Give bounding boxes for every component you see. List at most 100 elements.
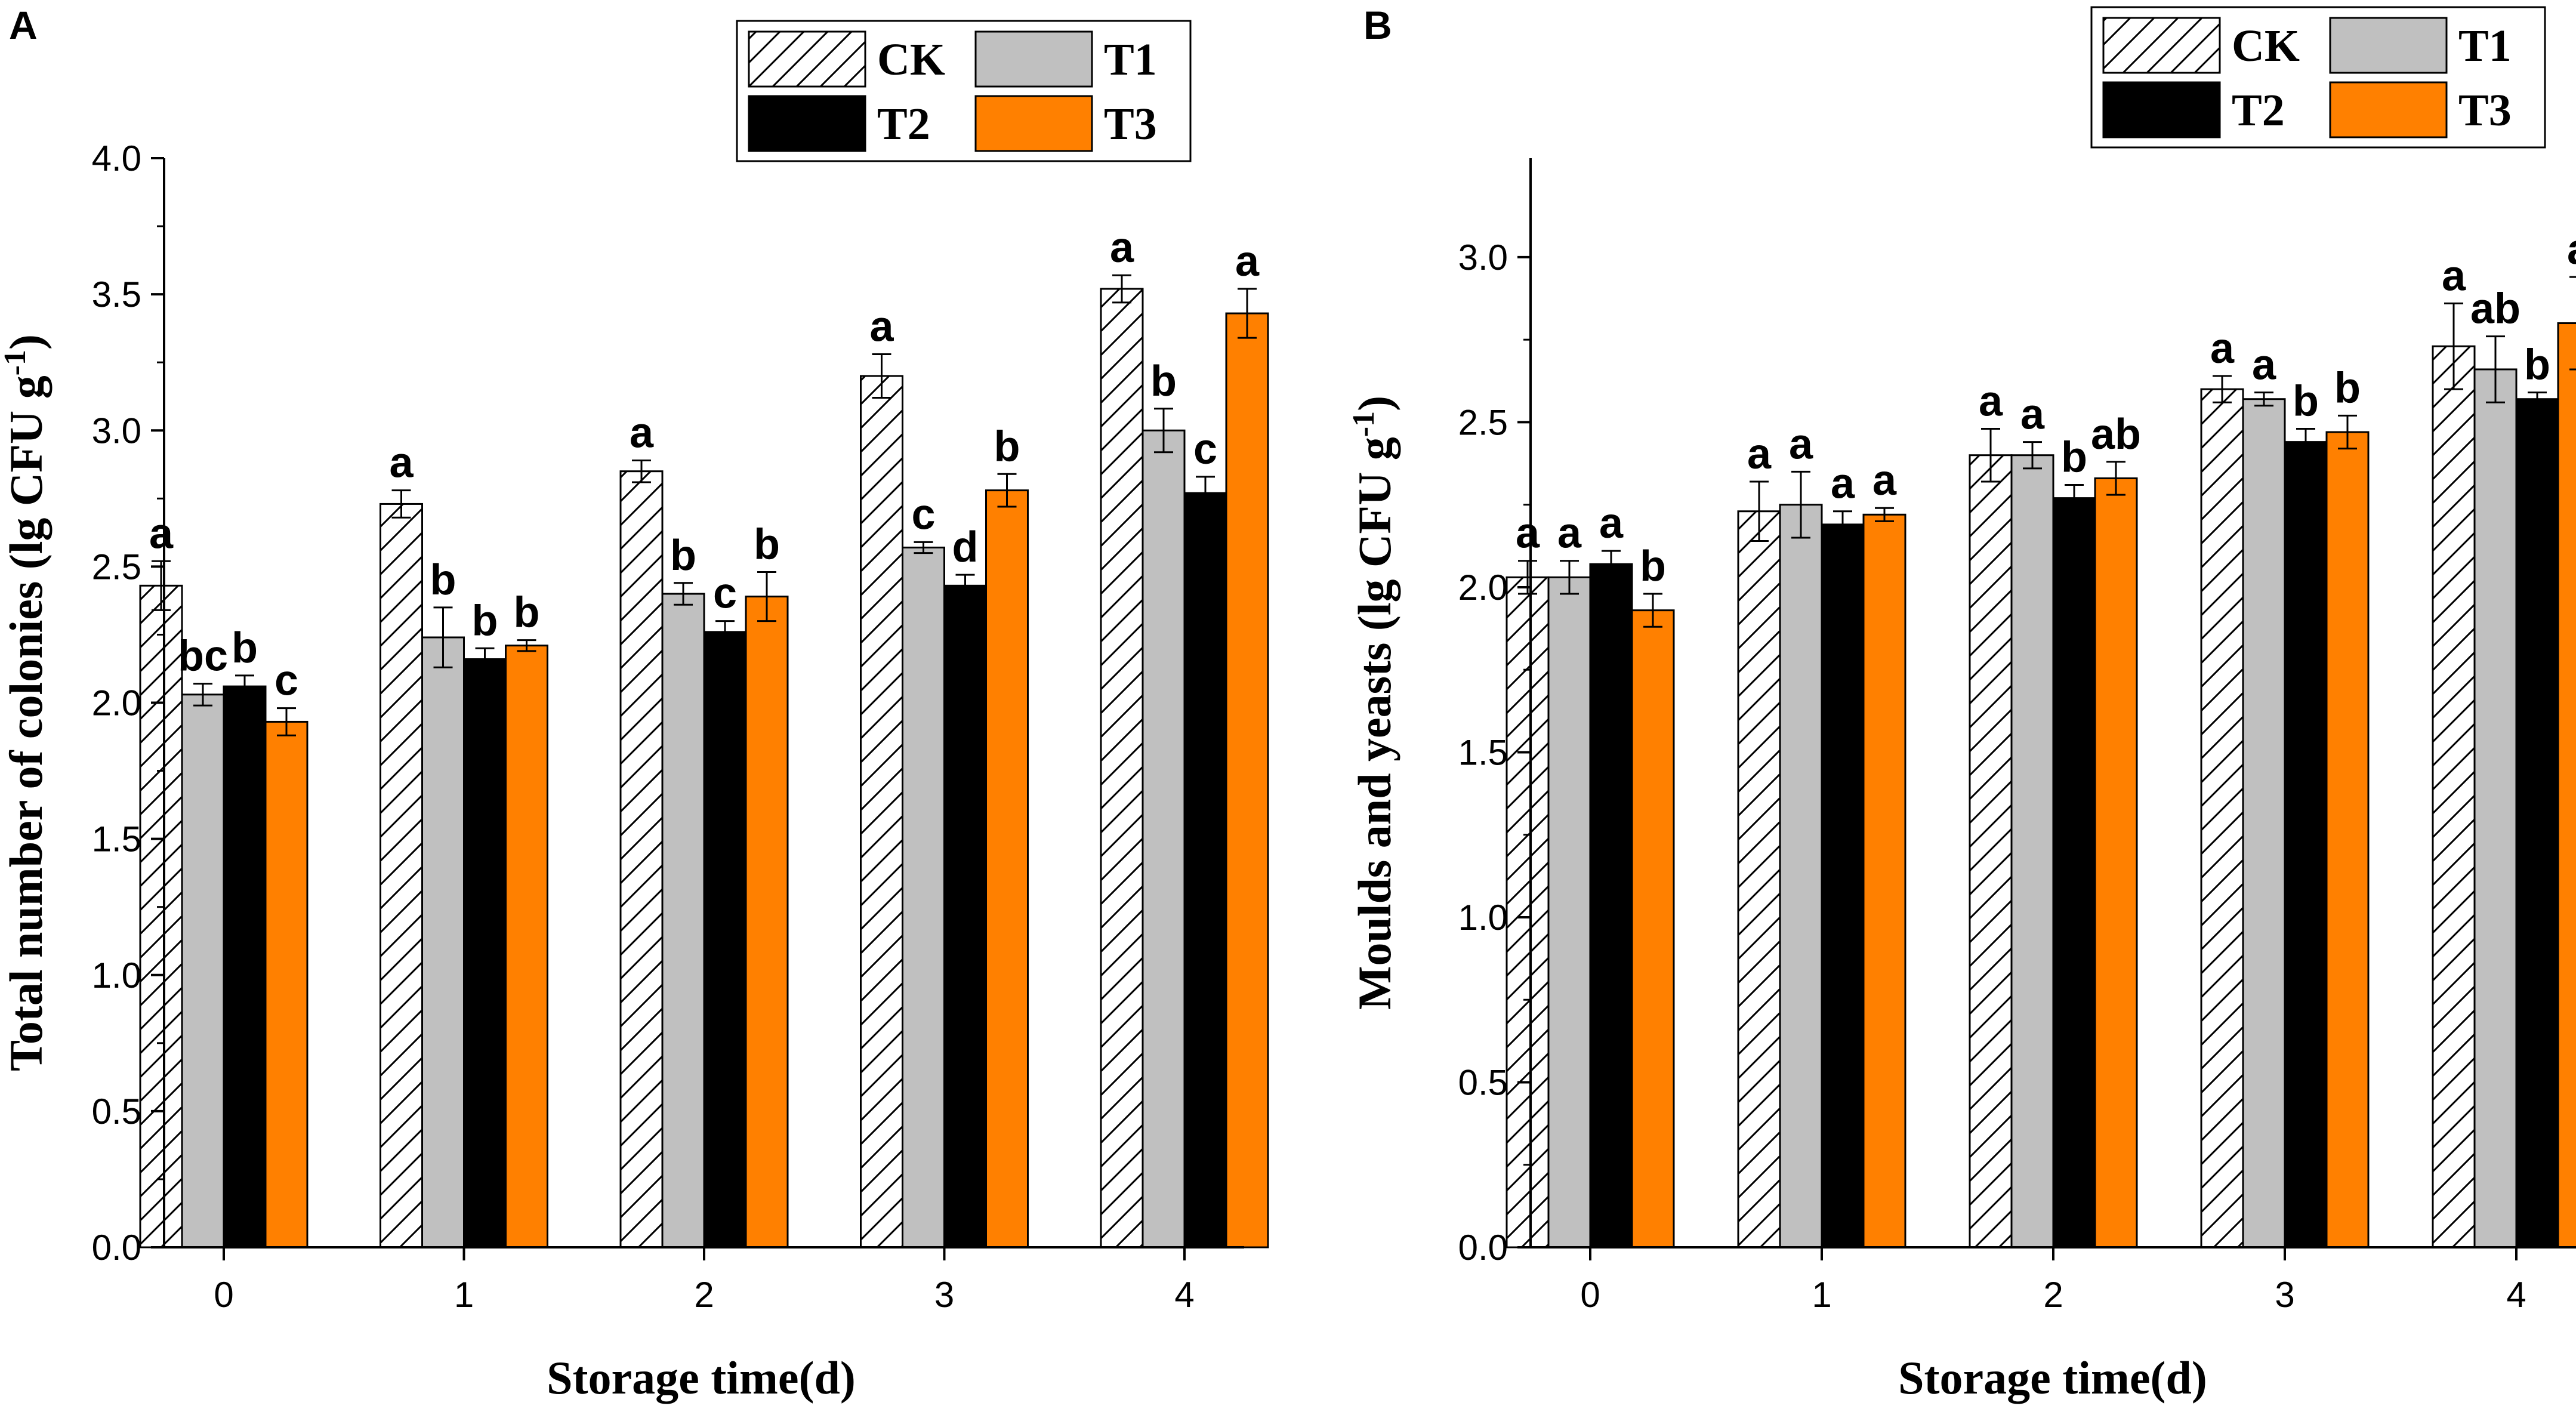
bar-t1 bbox=[661, 593, 705, 1248]
legend-label-t2: T2 bbox=[2232, 85, 2285, 135]
bar-t2 bbox=[943, 584, 987, 1248]
bar-t3 bbox=[745, 596, 789, 1248]
bar-t1 bbox=[1779, 504, 1823, 1248]
x-tick-label: 4 bbox=[2506, 1275, 2526, 1315]
significance-label: b bbox=[754, 521, 780, 569]
significance-label: a bbox=[1599, 500, 1624, 547]
y-tick-label: 0.0 bbox=[92, 1228, 141, 1268]
x-tick-label: 4 bbox=[1174, 1275, 1194, 1315]
significance-label: b bbox=[472, 597, 498, 645]
bar-ck bbox=[1506, 576, 1550, 1248]
legend: CK T1 T2 T3 bbox=[2090, 6, 2546, 149]
significance-label: c bbox=[911, 491, 935, 538]
significance-label: c bbox=[713, 570, 737, 618]
legend-label-ck: CK bbox=[877, 35, 945, 85]
x-tick-label: 1 bbox=[454, 1275, 474, 1315]
legend: CK T1 T2 T3 bbox=[736, 20, 1192, 162]
significance-label: a bbox=[389, 439, 414, 487]
legend-swatch-t2 bbox=[748, 95, 866, 152]
panel-letter: A bbox=[9, 3, 38, 47]
significance-label: b bbox=[1150, 357, 1177, 405]
bar-ck bbox=[380, 503, 423, 1248]
bar-t2 bbox=[703, 631, 747, 1248]
y-tick-label: 0.0 bbox=[1458, 1228, 1508, 1268]
y-tick-label: 2.0 bbox=[1458, 568, 1508, 608]
significance-label: a bbox=[2252, 341, 2276, 389]
bar-t3 bbox=[2325, 431, 2370, 1248]
significance-label: a bbox=[149, 510, 174, 557]
legend-label-t3: T3 bbox=[2458, 85, 2512, 135]
significance-label: a bbox=[1747, 430, 1772, 478]
y-tick-label: 4.0 bbox=[92, 138, 141, 178]
legend-swatch-t1 bbox=[974, 30, 1093, 88]
bar-t2 bbox=[1821, 523, 1865, 1248]
y-tick-label: 0.5 bbox=[1458, 1062, 1508, 1102]
significance-label: a bbox=[2210, 325, 2235, 372]
bar-t1 bbox=[421, 636, 465, 1248]
panel-a-chart: Aaaaaabcbbcbbbcdccbbba0.00.51.01.52.02.5… bbox=[0, 3, 1269, 1404]
bar-ck bbox=[1100, 288, 1144, 1248]
panel-b-chart: Baaaaaaaaaabaabbbbaabba0.00.51.01.52.02.… bbox=[1347, 3, 2576, 1404]
y-tick-label: 0.5 bbox=[92, 1092, 141, 1132]
significance-label: a bbox=[1979, 377, 2003, 425]
bar-t1 bbox=[2010, 454, 2054, 1248]
x-axis-title: Storage time(d) bbox=[1898, 1352, 2207, 1404]
legend-label-ck: CK bbox=[2232, 21, 2300, 71]
y-axis-title: Total number of colonies (lg CFU g-1) bbox=[0, 334, 52, 1071]
y-tick-label: 3.0 bbox=[92, 411, 141, 451]
x-tick-label: 0 bbox=[214, 1275, 233, 1315]
y-tick-label: 1.0 bbox=[92, 955, 141, 995]
significance-label: ab bbox=[2470, 285, 2521, 333]
significance-label: b bbox=[670, 532, 696, 579]
bar-t2 bbox=[2052, 497, 2096, 1248]
x-axis-title: Storage time(d) bbox=[547, 1352, 856, 1404]
y-axis-title: Moulds and yeasts (lg CFU g-1) bbox=[1347, 396, 1401, 1010]
bar-t3 bbox=[1225, 312, 1269, 1248]
significance-label: b bbox=[2334, 364, 2361, 412]
legend-label-t3: T3 bbox=[1104, 99, 1157, 149]
significance-label: a bbox=[1557, 510, 1582, 557]
significance-label: a bbox=[1872, 457, 1897, 504]
bar-t3 bbox=[2557, 322, 2576, 1248]
y-tick-label: 3.0 bbox=[1458, 238, 1508, 278]
bar-t2 bbox=[1183, 492, 1227, 1248]
x-tick-label: 3 bbox=[2275, 1275, 2294, 1315]
legend-label-t1: T1 bbox=[2458, 21, 2512, 71]
bar-t2 bbox=[1589, 563, 1633, 1248]
significance-label: b bbox=[232, 624, 258, 672]
x-tick-label: 2 bbox=[2043, 1275, 2063, 1315]
significance-label: b bbox=[2524, 341, 2550, 389]
legend-label-t1: T1 bbox=[1104, 35, 1157, 85]
x-tick-label: 0 bbox=[1580, 1275, 1600, 1315]
y-tick-label: 1.5 bbox=[92, 819, 141, 859]
x-tick-label: 2 bbox=[694, 1275, 714, 1315]
y-tick-label: 2.5 bbox=[1458, 402, 1508, 442]
legend-swatch-t3 bbox=[2329, 81, 2448, 138]
y-tick-label: 3.5 bbox=[92, 275, 141, 315]
significance-label: a bbox=[869, 303, 894, 351]
significance-label: b bbox=[2293, 377, 2319, 425]
significance-label: a bbox=[1235, 238, 1260, 285]
bar-ck bbox=[139, 584, 183, 1248]
significance-label: b bbox=[430, 556, 456, 604]
significance-label: d bbox=[952, 523, 979, 571]
significance-label: c bbox=[1193, 426, 1217, 473]
bar-t2 bbox=[2515, 398, 2559, 1248]
bar-ck bbox=[1969, 454, 2013, 1248]
bar-t3 bbox=[505, 645, 548, 1248]
significance-label: c bbox=[274, 657, 298, 705]
bar-ck bbox=[2432, 345, 2476, 1248]
x-tick-label: 3 bbox=[934, 1275, 954, 1315]
significance-label: b bbox=[994, 423, 1020, 470]
significance-label: a bbox=[2567, 226, 2576, 273]
significance-label: a bbox=[1831, 460, 1855, 508]
bar-t1 bbox=[2242, 398, 2286, 1248]
bar-t3 bbox=[1631, 609, 1675, 1248]
significance-label: a bbox=[2020, 391, 2045, 439]
bar-t1 bbox=[1547, 576, 1591, 1248]
panel-letter: B bbox=[1363, 3, 1392, 47]
legend-label-t2: T2 bbox=[877, 99, 930, 149]
significance-label: b bbox=[1640, 542, 1666, 590]
bar-t1 bbox=[902, 546, 945, 1248]
